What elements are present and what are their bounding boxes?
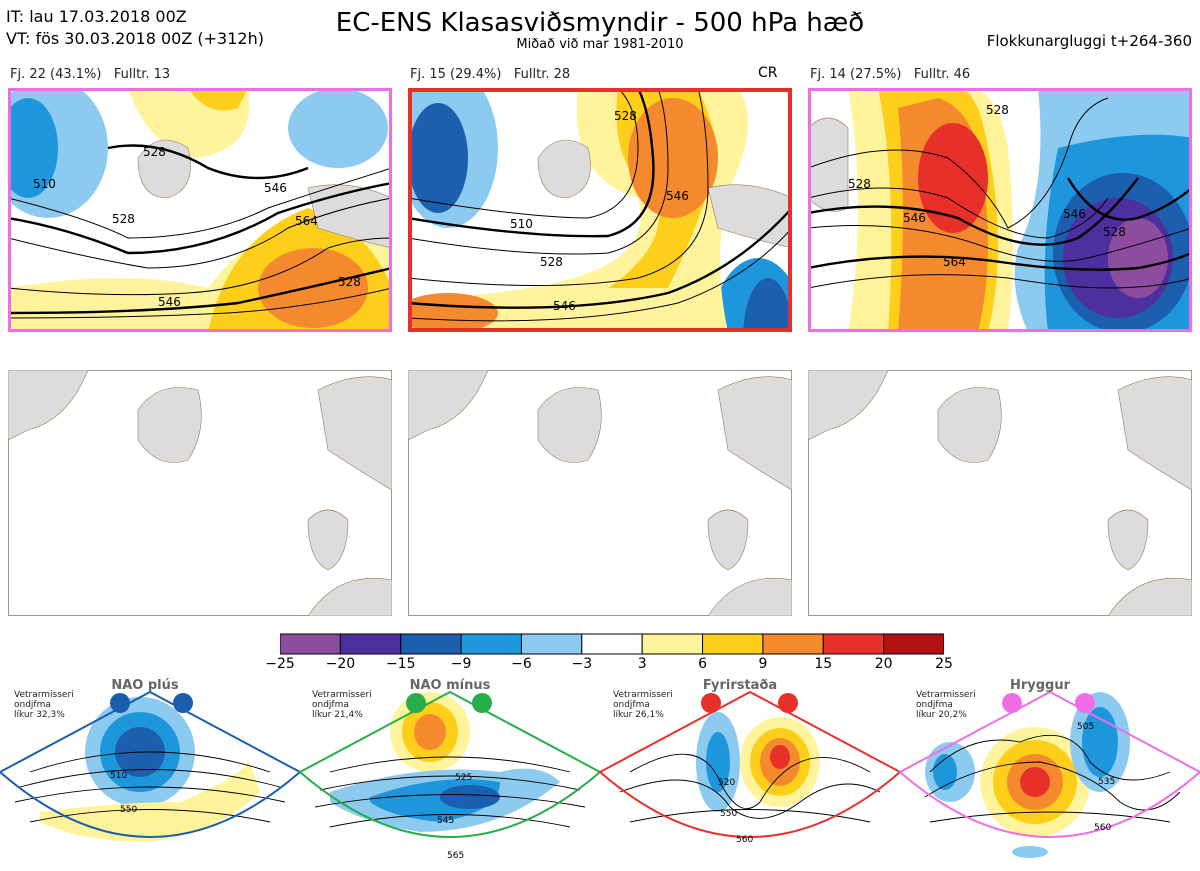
regime-3-marker: [701, 693, 721, 713]
cluster-1-contour-label: 528: [112, 212, 135, 226]
colorbar-tick-label: −9: [450, 656, 472, 672]
colorbar-cell: [762, 633, 824, 655]
cluster-2-contour-label: 510: [510, 217, 533, 231]
colorbar-tick-label: 9: [758, 656, 768, 672]
cluster-1-label: Fj. 22 (43.1%) Fulltr. 13: [10, 67, 171, 82]
regime-2-contour-label: 545: [437, 816, 454, 826]
cluster-1-contour-label: 546: [158, 295, 181, 309]
cluster-3-contour-label: 528: [1103, 225, 1126, 239]
regime-2-name: NAO mínus: [410, 678, 491, 693]
colorbar-cell: [822, 633, 885, 655]
colorbar-tick-label: 3: [637, 656, 647, 672]
page-subtitle: Miðað við mar 1981-2010: [516, 37, 684, 52]
regime-4-contour-label: 505: [1077, 722, 1094, 732]
cluster-3-map: 528 528 546 564 546 528: [808, 88, 1192, 332]
colorbar-cell: [400, 633, 462, 655]
colorbar-tick-label: 20: [874, 656, 893, 672]
regime-4-marker: [1075, 693, 1095, 713]
colorbar-cell: [339, 633, 402, 655]
header-left: IT: lau 17.03.2018 00Z VT: fös 30.03.201…: [6, 6, 264, 50]
regime-ridge: Hryggur 505 535 560: [898, 678, 1200, 858]
empty-map-3: [808, 370, 1192, 616]
cluster-2-label: Fj. 15 (29.4%) Fulltr. 28: [410, 67, 571, 82]
cluster-2-contour-label: 528: [614, 109, 637, 123]
cluster-3-label: Fj. 14 (27.5%) Fulltr. 46: [810, 67, 971, 82]
cluster-2-contour-label: 546: [666, 189, 689, 203]
regime-nao-plus: NAO plús 510 550: [0, 678, 302, 842]
regime-1-contour-label: 510: [110, 771, 127, 781]
regime-4-note: Vetrarmisseri ondjfma líkur 20,2%: [916, 690, 976, 720]
regime-4-contour-label: 535: [1098, 777, 1115, 787]
colorbar-tick-label: −15: [385, 656, 416, 672]
colorbar-cell: [702, 633, 764, 655]
colorbar: [280, 633, 944, 655]
colorbar-tick-label: 25: [935, 656, 953, 672]
init-time: IT: lau 17.03.2018 00Z: [6, 7, 187, 26]
regime-panels: NAO plús 510 550 NAO mínus 525 545 565: [0, 678, 1200, 861]
cluster-3-contour-label: 546: [903, 211, 926, 225]
cluster-2-tag: CR: [758, 65, 778, 81]
regime-2-contour-label: 565: [447, 851, 464, 861]
regime-1-marker: [110, 693, 130, 713]
colorbar-cell: [641, 633, 704, 655]
regime-3-contour-label: 550: [720, 809, 737, 819]
regime-3-name: Fyrirstaða: [703, 678, 777, 693]
cluster-1-contour-label: 510: [33, 177, 56, 191]
cluster-1-contour-label: 528: [338, 275, 361, 289]
cluster-2-border: [408, 88, 792, 332]
regime-1-contour-label: 550: [120, 805, 137, 815]
regime-2-contour-label: 525: [455, 773, 472, 783]
colorbar-tick-label: −20: [325, 656, 356, 672]
colorbar-tick-label: 6: [698, 656, 707, 672]
regime-3-note: Vetrarmisseri ondjfma líkur 26,1%: [613, 690, 673, 720]
cluster-3-border: [808, 88, 1192, 332]
cluster-2-map: 510 528 546 528 546: [408, 88, 792, 332]
regime-2-note: Vetrarmisseri ondjfma líkur 21,4%: [312, 690, 372, 720]
regime-blocking: Fyrirstaða 520 550 560: [598, 678, 902, 845]
colorbar-tick-label: −3: [571, 656, 593, 672]
regime-2-marker: [406, 693, 426, 713]
page-title: EC-ENS Klasasviðsmyndir - 500 hPa hæð: [335, 8, 865, 38]
colorbar-cell: [460, 633, 522, 655]
regime-1-note: Vetrarmisseri ondjfma líkur 32,3%: [14, 690, 74, 720]
colorbar-cell: [280, 633, 341, 655]
regime-3-contour-label: 560: [736, 835, 753, 845]
cluster-2-contour-label: 546: [553, 299, 576, 313]
cluster-3-contour-label: 546: [1063, 207, 1086, 221]
cluster-1-contour-label: 528: [143, 145, 166, 159]
cluster-1-contour-label: 546: [264, 181, 287, 195]
colorbar-tick-label: −25: [265, 656, 295, 672]
regime-4-contour-label: 560: [1094, 823, 1111, 833]
regime-4-name: Hryggur: [1010, 678, 1071, 693]
colorbar-tick-label: 15: [814, 656, 833, 672]
cluster-1-contour-label: 564: [295, 214, 318, 228]
cluster-2-contour-label: 528: [540, 255, 563, 269]
valid-time: VT: fös 30.03.2018 00Z (+312h): [6, 29, 264, 48]
cluster-3-contour-label: 528: [986, 103, 1009, 117]
cluster-3-contour-label: 528: [848, 177, 871, 191]
colorbar-tick-label: −6: [511, 656, 532, 672]
colorbar-cell: [520, 633, 583, 655]
regime-3-contour-label: 520: [718, 778, 735, 788]
regime-2-marker: [472, 693, 492, 713]
colorbar-cell: [883, 633, 944, 655]
cluster-1-map: 528 510 528 546 564 546 528: [8, 88, 392, 332]
regime-1-name: NAO plús: [111, 678, 179, 693]
cluster-3-contour-label: 564: [943, 255, 966, 269]
cluster-1-border: [8, 88, 392, 332]
classification-window: Flokkunargluggi t+264-360: [986, 32, 1192, 50]
colorbar-cell: [581, 633, 643, 655]
regime-1-marker: [173, 693, 193, 713]
empty-map-1: [8, 370, 392, 616]
regime-4-marker: [1002, 693, 1022, 713]
empty-map-2: [408, 370, 792, 616]
regime-nao-minus: NAO mínus 525 545 565: [298, 678, 602, 861]
regime-3-marker: [778, 693, 798, 713]
